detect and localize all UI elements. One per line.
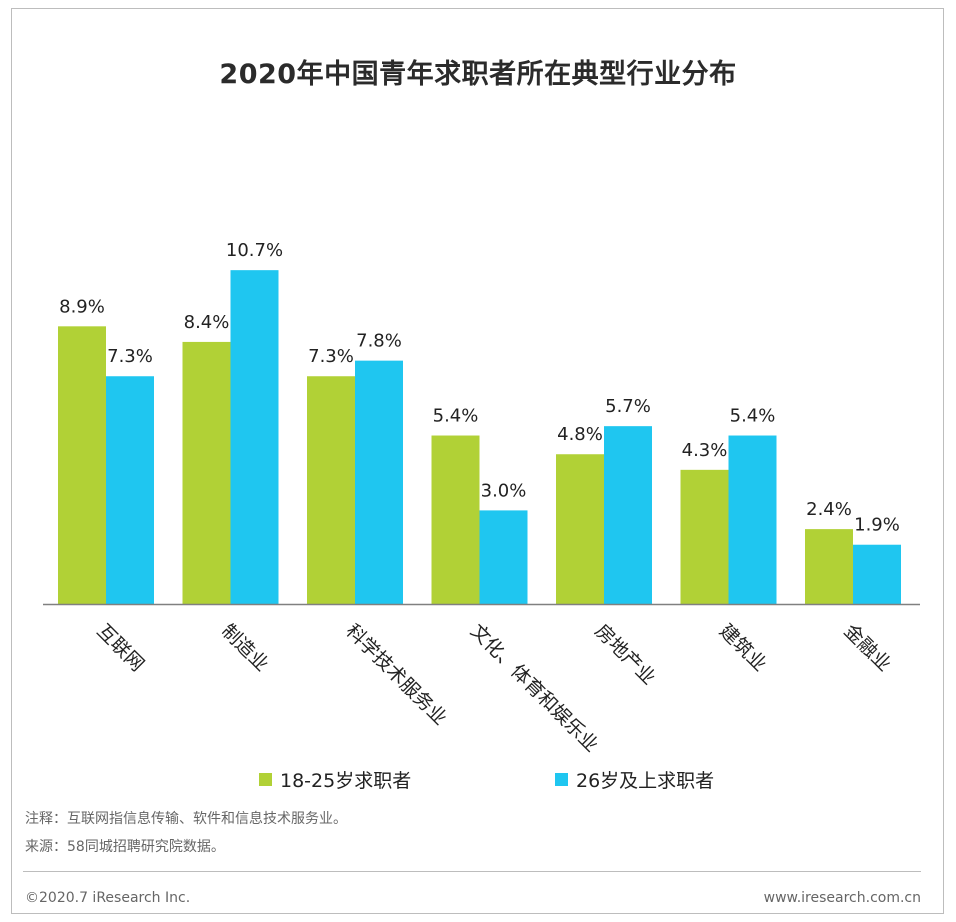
bar-26-plus-2 xyxy=(355,360,403,604)
chart-frame xyxy=(11,8,944,914)
value-label-18-25-1: 8.4% xyxy=(184,312,230,333)
bar-26-plus-3 xyxy=(479,510,528,604)
value-label-18-25-0: 8.9% xyxy=(59,296,105,317)
value-label-26-plus-6: 1.9% xyxy=(854,515,900,536)
website-url: www.iresearch.com.cn xyxy=(763,890,921,906)
value-labels-group: 8.9%7.3%8.4%10.7%7.3%7.8%5.4%3.0%4.8%5.7… xyxy=(59,240,900,536)
legend-label-26-plus: 26岁及上求职者 xyxy=(576,770,715,792)
footnote: 注释：互联网指信息传输、软件和信息技术服务业。 xyxy=(25,811,347,827)
bar-18-25-2 xyxy=(307,376,355,604)
value-label-26-plus-0: 7.3% xyxy=(107,346,153,367)
category-label-0: 互联网 xyxy=(92,620,148,676)
value-label-18-25-2: 7.3% xyxy=(308,346,354,367)
legend-item-18-25: 18-25岁求职者 xyxy=(259,766,411,793)
category-label-6: 金融业 xyxy=(839,620,895,676)
bar-18-25-6 xyxy=(805,529,853,604)
value-label-18-25-5: 4.3% xyxy=(682,440,728,461)
bar-26-plus-0 xyxy=(106,376,154,604)
bar-18-25-0 xyxy=(58,326,106,604)
value-label-18-25-6: 2.4% xyxy=(806,499,852,520)
value-label-18-25-3: 5.4% xyxy=(433,406,479,427)
bars-group xyxy=(58,270,901,604)
footer-divider xyxy=(23,871,921,872)
legend-swatch-26-plus xyxy=(555,773,568,786)
value-label-26-plus-5: 5.4% xyxy=(730,406,776,427)
bar-26-plus-6 xyxy=(853,544,901,604)
value-label-18-25-4: 4.8% xyxy=(557,424,603,445)
legend-item-26-plus: 26岁及上求职者 xyxy=(555,766,714,793)
value-label-26-plus-1: 10.7% xyxy=(226,240,283,261)
source-note: 来源：58同城招聘研究院数据。 xyxy=(25,839,225,855)
category-label-4: 房地产业 xyxy=(590,620,659,689)
value-label-26-plus-3: 3.0% xyxy=(481,480,527,501)
bar-18-25-4 xyxy=(556,454,604,604)
value-label-26-plus-2: 7.8% xyxy=(356,331,402,352)
category-label-2: 科学技术服务业 xyxy=(341,620,451,730)
bar-26-plus-1 xyxy=(230,270,279,604)
bar-18-25-5 xyxy=(680,469,729,604)
category-label-1: 制造业 xyxy=(217,620,273,676)
chart-title: 2020年中国青年求职者所在典型行业分布 xyxy=(219,59,737,90)
legend-label-18-25: 18-25岁求职者 xyxy=(280,770,412,792)
legend-swatch-18-25 xyxy=(259,773,272,786)
bar-18-25-3 xyxy=(431,435,480,604)
bar-18-25-1 xyxy=(182,341,231,604)
legend: 18-25岁求职者 26岁及上求职者 xyxy=(0,766,956,793)
bar-26-plus-5 xyxy=(728,435,777,604)
value-label-26-plus-4: 5.7% xyxy=(605,396,651,417)
bar-26-plus-4 xyxy=(604,426,652,604)
copyright: ©2020.7 iResearch Inc. xyxy=(25,890,191,906)
category-label-5: 建筑业 xyxy=(715,620,771,676)
category-label-3: 文化、体育和娱乐业 xyxy=(466,620,602,756)
bar-chart: 8.9%7.3%8.4%10.7%7.3%7.8%5.4%3.0%4.8%5.7… xyxy=(43,240,920,756)
